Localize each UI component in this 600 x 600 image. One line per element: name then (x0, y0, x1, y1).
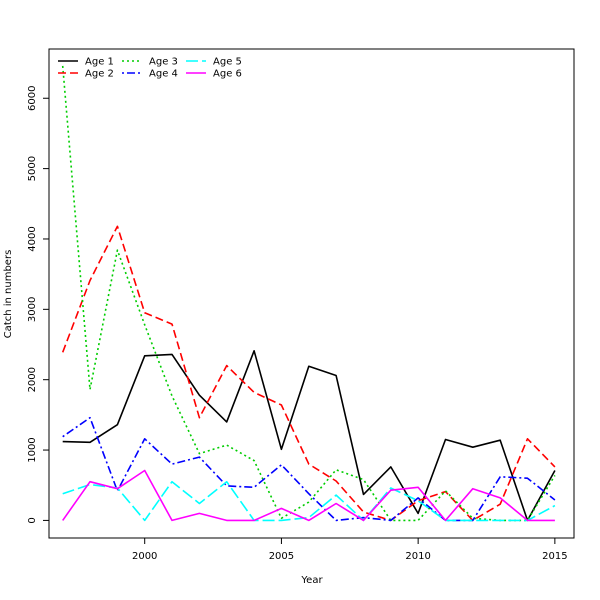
series-line-age-1 (62, 349, 556, 522)
legend-label-age-6: Age 6 (213, 69, 242, 80)
y-tick-label: 2000 (27, 367, 38, 392)
x-tick-label: 2015 (542, 551, 567, 562)
legend-label-age-2: Age 2 (85, 69, 114, 80)
y-tick-label: 0 (27, 517, 38, 523)
y-tick-label: 6000 (27, 86, 38, 111)
x-axis: 2000 2005 2010 2015 (132, 537, 568, 562)
x-tick-label: 2005 (269, 551, 294, 562)
legend-label-age-1: Age 1 (85, 57, 114, 68)
y-tick-label: 5000 (27, 156, 38, 181)
y-tick-label: 1000 (27, 437, 38, 462)
series-line-age-3 (61, 65, 556, 522)
x-tick-label: 2000 (132, 551, 157, 562)
y-axis-title: Catch in numbers (3, 250, 14, 339)
series-line-age-5 (62, 480, 556, 522)
y-axis: 0 1000 2000 3000 4000 5000 6000 (27, 86, 50, 524)
x-tick-label: 2010 (405, 551, 430, 562)
legend-label-age-3: Age 3 (149, 57, 178, 68)
series-line-age-6 (62, 469, 555, 522)
series-line-age-4 (62, 416, 556, 522)
series-layer (61, 65, 556, 522)
plot-frame (48, 48, 575, 539)
x-axis-title: Year (300, 575, 323, 586)
legend-label-age-4: Age 4 (149, 69, 178, 80)
legend-label-age-5: Age 5 (213, 57, 242, 68)
y-tick-label: 3000 (27, 297, 38, 322)
y-tick-label: 4000 (27, 226, 38, 251)
